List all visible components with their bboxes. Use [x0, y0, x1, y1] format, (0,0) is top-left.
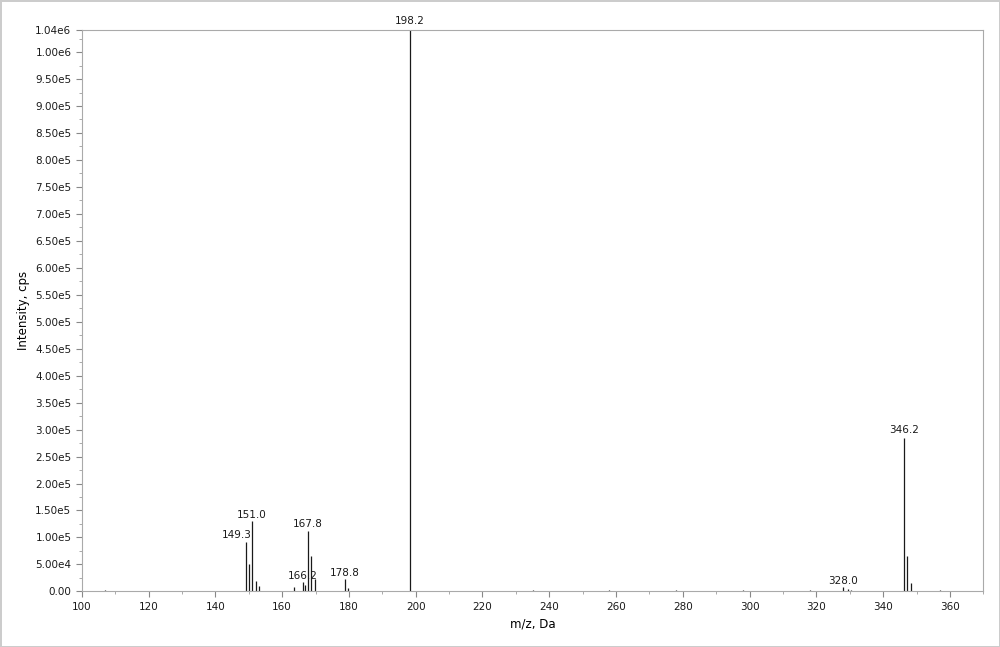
Text: 167.8: 167.8 [293, 520, 323, 529]
Text: 178.8: 178.8 [330, 569, 360, 578]
Text: 149.3: 149.3 [221, 530, 251, 540]
Text: 166.2: 166.2 [288, 571, 318, 580]
Text: 328.0: 328.0 [828, 576, 858, 586]
Text: 346.2: 346.2 [889, 425, 919, 435]
Text: 198.2: 198.2 [395, 16, 425, 26]
X-axis label: m/z, Da: m/z, Da [510, 617, 555, 630]
Y-axis label: Intensity, cps: Intensity, cps [17, 271, 30, 351]
Text: 151.0: 151.0 [237, 510, 267, 520]
